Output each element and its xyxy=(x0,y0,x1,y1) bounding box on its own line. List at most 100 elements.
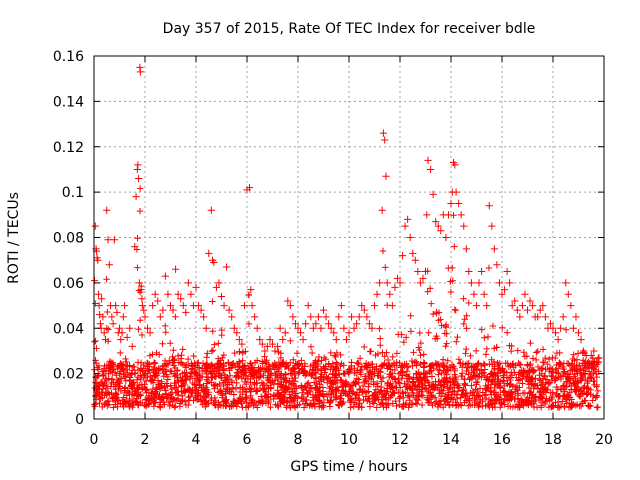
data-point xyxy=(451,161,459,169)
data-point xyxy=(365,383,372,391)
data-point xyxy=(524,399,531,406)
data-point xyxy=(174,366,181,374)
data-point xyxy=(376,279,384,287)
data-point xyxy=(466,402,474,409)
data-point xyxy=(361,343,368,351)
data-point xyxy=(184,355,192,363)
data-point xyxy=(572,388,579,395)
data-point xyxy=(462,382,469,389)
data-point xyxy=(463,312,470,319)
data-point xyxy=(574,329,583,337)
data-point xyxy=(421,370,428,378)
data-point xyxy=(568,360,576,367)
data-point xyxy=(363,313,371,321)
data-point xyxy=(162,387,169,394)
data-point xyxy=(590,365,597,372)
data-point xyxy=(230,360,237,367)
data-point xyxy=(406,233,414,242)
data-point xyxy=(584,390,591,398)
data-point xyxy=(327,397,334,404)
data-point xyxy=(179,370,186,377)
data-point xyxy=(544,360,551,368)
data-point xyxy=(158,380,165,387)
data-point xyxy=(340,370,347,377)
data-point xyxy=(136,63,144,71)
data-point xyxy=(109,369,116,376)
data-point xyxy=(122,373,130,380)
data-point xyxy=(427,389,434,396)
data-point xyxy=(574,368,581,375)
data-point xyxy=(388,383,395,390)
data-point xyxy=(368,324,376,332)
data-point xyxy=(160,373,167,380)
data-point xyxy=(94,290,103,298)
data-point xyxy=(516,313,524,321)
data-point xyxy=(188,368,196,376)
data-points xyxy=(90,63,603,411)
data-point xyxy=(105,397,112,405)
data-point xyxy=(465,267,473,276)
data-point xyxy=(529,301,537,310)
data-point xyxy=(96,399,103,407)
data-point xyxy=(415,391,422,399)
data-point xyxy=(105,261,113,269)
data-point xyxy=(557,385,564,393)
data-point xyxy=(277,374,285,381)
data-point xyxy=(290,395,298,403)
data-point xyxy=(142,386,150,394)
data-point xyxy=(340,324,348,332)
data-point xyxy=(358,301,366,310)
data-point xyxy=(177,374,184,381)
data-point xyxy=(154,377,162,384)
data-point xyxy=(457,211,465,219)
data-point xyxy=(526,297,534,305)
data-point xyxy=(386,290,394,298)
data-point xyxy=(529,368,537,376)
data-point xyxy=(253,370,260,378)
data-point xyxy=(95,362,103,370)
data-point xyxy=(405,404,412,411)
data-point xyxy=(502,359,509,367)
data-point xyxy=(532,356,540,364)
data-point xyxy=(396,359,403,367)
data-point xyxy=(303,401,311,409)
data-point xyxy=(580,347,588,355)
data-point xyxy=(312,369,320,376)
data-point xyxy=(351,378,359,386)
y-tick-label: 0.02 xyxy=(53,367,84,383)
data-point xyxy=(210,363,218,370)
data-point xyxy=(388,301,396,310)
data-point xyxy=(309,324,317,332)
data-point xyxy=(272,361,280,368)
data-point xyxy=(181,398,189,405)
data-point xyxy=(235,364,242,371)
data-point xyxy=(366,373,373,381)
data-point xyxy=(110,365,117,373)
data-point xyxy=(512,362,519,369)
data-point xyxy=(546,397,553,404)
data-point xyxy=(220,351,228,359)
data-point xyxy=(457,394,464,402)
data-point xyxy=(516,404,523,411)
data-point xyxy=(413,359,420,367)
data-point xyxy=(357,386,364,394)
data-point xyxy=(520,370,527,378)
data-point xyxy=(519,380,526,387)
data-point xyxy=(447,278,454,285)
data-point xyxy=(382,172,390,180)
data-point xyxy=(116,380,124,387)
data-point xyxy=(155,393,163,400)
data-point xyxy=(421,360,428,367)
data-point xyxy=(549,403,557,410)
data-point xyxy=(534,313,542,321)
data-point xyxy=(478,267,486,276)
data-point xyxy=(224,376,232,383)
x-tick-label: 8 xyxy=(294,432,303,448)
data-point xyxy=(326,384,333,392)
data-point xyxy=(465,299,473,307)
data-point xyxy=(501,395,508,402)
data-point xyxy=(256,335,264,344)
data-point xyxy=(536,306,544,314)
data-point xyxy=(449,396,457,403)
